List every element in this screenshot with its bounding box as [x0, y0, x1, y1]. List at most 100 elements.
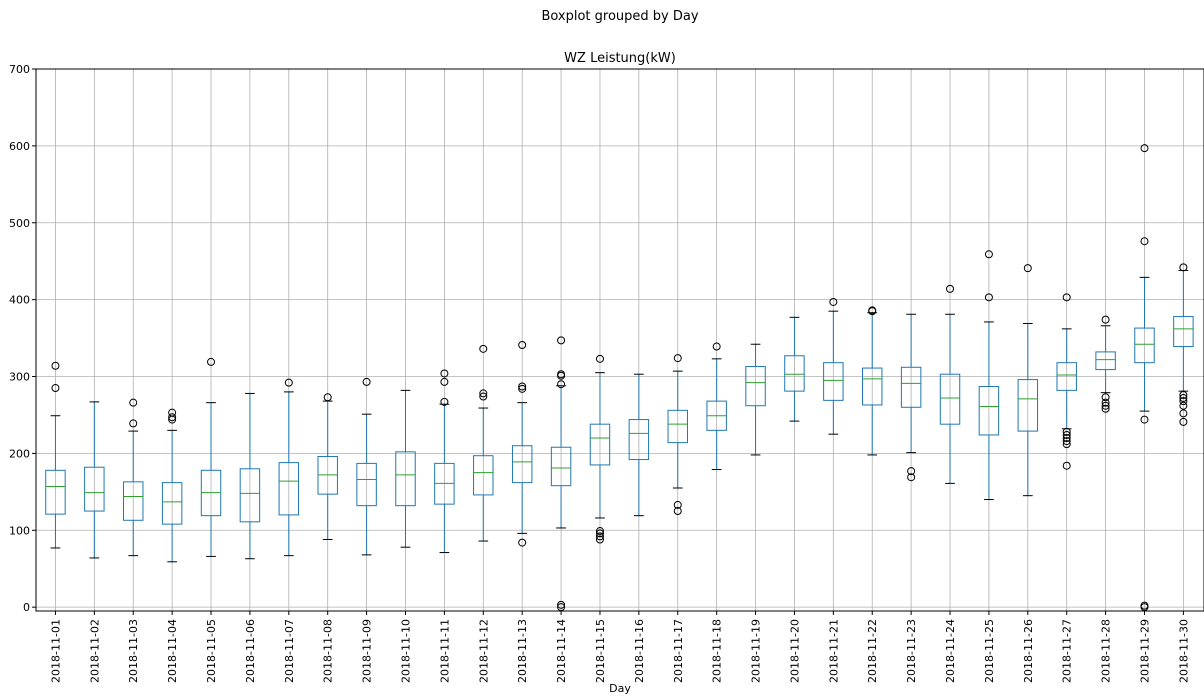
- box-2018-11-12: [473, 344, 494, 542]
- box-2018-11-02: [84, 401, 105, 559]
- x-tick-label: 2018-11-18: [711, 619, 724, 683]
- outlier-point: [518, 340, 527, 349]
- box-iqr: [123, 481, 144, 521]
- outlier-point: [1062, 461, 1071, 470]
- box-2018-11-04: [161, 408, 183, 563]
- x-tick-label: 2018-11-21: [827, 619, 840, 683]
- box-2018-11-01: [45, 361, 66, 549]
- x-axis-label: Day: [609, 682, 631, 695]
- box-iqr: [1134, 327, 1155, 364]
- outlier-point: [129, 398, 138, 407]
- outlier-point: [673, 500, 682, 509]
- box-iqr: [1056, 362, 1077, 391]
- outlier-point: [1101, 404, 1110, 413]
- x-tick-label: 2018-11-19: [750, 619, 763, 683]
- box-2018-11-21: [823, 297, 844, 435]
- outlier-point: [595, 529, 604, 538]
- y-tick-label: 200: [9, 447, 30, 460]
- chart-title: WZ Leistung(kW): [564, 51, 676, 66]
- x-tick-label: 2018-11-12: [477, 619, 490, 683]
- outlier-point: [207, 357, 216, 366]
- outlier-point: [440, 397, 449, 406]
- outlier-point: [479, 392, 488, 401]
- box-iqr: [900, 366, 922, 408]
- outlier-point: [1101, 393, 1110, 402]
- box-2018-11-27: [1056, 293, 1077, 470]
- x-tick-label: 2018-11-02: [88, 619, 101, 683]
- y-tick-label: 0: [23, 601, 30, 614]
- outlier-point: [984, 293, 993, 302]
- box-iqr: [550, 446, 572, 487]
- box-2018-11-26: [1017, 264, 1039, 497]
- box-iqr: [1095, 351, 1116, 371]
- box-iqr: [978, 386, 1000, 436]
- box-iqr: [823, 362, 844, 401]
- box-2018-11-06: [239, 392, 261, 560]
- box-iqr: [395, 451, 416, 507]
- outlier-point: [829, 297, 838, 306]
- y-tick-label: 400: [9, 294, 30, 307]
- box-iqr: [939, 373, 961, 425]
- box-iqr: [45, 469, 66, 515]
- outlier-point: [284, 378, 293, 387]
- box-2018-11-22: [862, 306, 883, 456]
- outlier-point: [518, 384, 527, 393]
- x-tick-label: 2018-11-08: [322, 619, 335, 683]
- box-iqr: [589, 423, 611, 466]
- outlier-point: [1140, 601, 1149, 610]
- outlier-point: [479, 389, 488, 398]
- x-tick-label: 2018-11-06: [244, 619, 257, 683]
- box-2018-11-13: [511, 340, 533, 547]
- x-tick-label: 2018-11-20: [788, 619, 801, 683]
- box-2018-11-05: [200, 357, 222, 557]
- outlier-point: [673, 354, 682, 363]
- x-tick-label: 2018-11-16: [633, 619, 646, 683]
- outlier-point: [1140, 415, 1149, 424]
- y-tick-label: 100: [9, 524, 30, 537]
- outlier-point: [1062, 427, 1071, 436]
- x-tick-label: 2018-11-25: [983, 619, 996, 683]
- box-iqr: [1017, 379, 1039, 432]
- x-axis: 2018-11-01 2018-11-02 2018-11-03 2018-11-04…: [49, 611, 1190, 683]
- outlier-point: [51, 384, 60, 393]
- plot-area-frame: [35, 68, 1204, 612]
- outlier-point: [712, 342, 721, 351]
- x-tick-label: 2018-11-13: [516, 619, 529, 683]
- outlier-point: [1179, 409, 1188, 418]
- x-tick-label: 2018-11-09: [361, 619, 374, 683]
- outlier-point: [1023, 264, 1032, 273]
- x-tick-label: 2018-11-10: [399, 619, 412, 683]
- x-tick-label: 2018-11-15: [594, 619, 607, 683]
- outlier-point: [946, 284, 955, 293]
- box-2018-11-17: [667, 354, 688, 516]
- x-tick-label: 2018-11-04: [166, 619, 179, 683]
- x-tick-label: 2018-11-05: [205, 619, 218, 683]
- box-2018-11-24: [939, 284, 961, 484]
- box-iqr: [161, 482, 183, 525]
- x-tick-label: 2018-11-26: [1022, 619, 1035, 683]
- outlier-point: [1140, 237, 1149, 246]
- outlier-point: [440, 369, 449, 378]
- x-tick-label: 2018-11-17: [672, 619, 685, 683]
- x-tick-label: 2018-11-29: [1138, 619, 1151, 683]
- outlier-point: [557, 336, 566, 345]
- box-iqr: [628, 419, 650, 461]
- x-tick-label: 2018-11-22: [866, 619, 879, 683]
- boxes-group: [45, 144, 1194, 612]
- box-2018-11-29: [1134, 144, 1155, 612]
- x-tick-label: 2018-11-14: [555, 619, 568, 683]
- outlier-point: [1179, 394, 1188, 403]
- outlier-point: [595, 535, 604, 544]
- box-iqr: [356, 462, 377, 507]
- outlier-point: [595, 532, 604, 541]
- box-iqr: [239, 468, 261, 523]
- outlier-point: [557, 600, 566, 609]
- x-tick-label: 2018-11-30: [1177, 619, 1190, 683]
- box-2018-11-28: [1095, 315, 1116, 413]
- box-iqr: [745, 366, 766, 407]
- box-2018-11-07: [278, 378, 300, 557]
- x-tick-label: 2018-11-28: [1100, 619, 1113, 683]
- x-tick-label: 2018-11-23: [905, 619, 918, 683]
- outlier-point: [168, 413, 177, 422]
